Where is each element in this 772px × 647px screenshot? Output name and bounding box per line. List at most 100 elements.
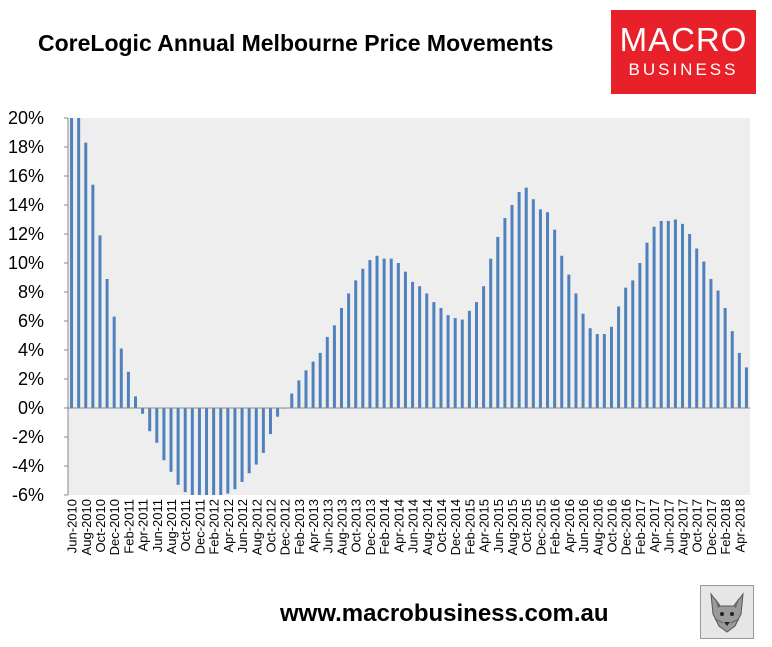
bar bbox=[659, 220, 663, 408]
website-url[interactable]: www.macrobusiness.com.au bbox=[280, 600, 609, 627]
bar bbox=[197, 408, 201, 495]
x-tick-label: Feb-2013 bbox=[292, 499, 307, 555]
y-tick-label: 4% bbox=[18, 340, 44, 360]
x-tick-label: Jun-2013 bbox=[320, 499, 335, 553]
x-tick-label: Feb-2015 bbox=[462, 499, 477, 555]
wolf-emblem bbox=[700, 585, 754, 639]
x-tick-label: Oct-2012 bbox=[263, 499, 278, 552]
x-tick-label: Jun-2012 bbox=[235, 499, 250, 553]
x-tick-label: Apr-2013 bbox=[306, 499, 321, 552]
x-tick-label: Oct-2017 bbox=[690, 499, 705, 552]
bar bbox=[560, 255, 564, 408]
x-tick-label: Aug-2016 bbox=[590, 499, 605, 555]
logo-line-2: BUSINESS bbox=[628, 60, 739, 79]
x-tick-label: Feb-2018 bbox=[718, 499, 733, 555]
y-tick-label: 14% bbox=[8, 195, 44, 215]
bar bbox=[681, 223, 685, 408]
y-tick-label: 20% bbox=[8, 108, 44, 128]
price-movement-chart: -6% -4% -2% 0% 2% 4% 6% 8% 10% 12% 14% 16% 18% 20% Jun… bbox=[8, 108, 750, 555]
x-tick-label: Apr-2015 bbox=[477, 499, 492, 552]
y-tick-label: -4% bbox=[12, 456, 44, 476]
bar bbox=[290, 393, 294, 408]
bar bbox=[119, 348, 123, 408]
bar bbox=[574, 293, 578, 408]
bar bbox=[354, 280, 358, 408]
bar bbox=[105, 278, 109, 408]
x-tick-label: Jun-2016 bbox=[576, 499, 591, 553]
bar bbox=[652, 226, 656, 408]
bar bbox=[546, 212, 550, 408]
bar bbox=[588, 328, 592, 408]
bar bbox=[737, 352, 741, 408]
bar bbox=[77, 118, 81, 408]
x-tick-label: Oct-2016 bbox=[604, 499, 619, 552]
bar bbox=[98, 235, 102, 408]
x-tick-label: Oct-2011 bbox=[178, 499, 193, 552]
x-tick-label: Dec-2011 bbox=[192, 499, 207, 554]
bar bbox=[91, 184, 95, 408]
x-tick-label: Aug-2011 bbox=[164, 499, 179, 554]
bar bbox=[368, 260, 372, 408]
bar bbox=[141, 408, 145, 414]
x-tick-label: Apr-2018 bbox=[732, 499, 747, 552]
bar bbox=[730, 331, 734, 408]
bar bbox=[602, 334, 606, 408]
y-tick-label: 0% bbox=[18, 398, 44, 418]
x-tick-label: Apr-2016 bbox=[562, 499, 577, 552]
bar bbox=[276, 408, 280, 417]
bar bbox=[389, 258, 393, 408]
bar bbox=[70, 118, 74, 408]
y-tick-label: 8% bbox=[18, 282, 44, 302]
bar bbox=[624, 287, 628, 408]
x-tick-label: Aug-2017 bbox=[676, 499, 691, 555]
bar bbox=[609, 326, 613, 408]
x-tick-label: Aug-2012 bbox=[249, 499, 264, 555]
x-tick-label: Feb-2011 bbox=[121, 499, 136, 554]
bar bbox=[325, 336, 329, 408]
bar bbox=[524, 187, 528, 408]
bar bbox=[205, 408, 209, 495]
bar bbox=[709, 278, 713, 408]
bar bbox=[474, 302, 478, 408]
wolf-head-icon bbox=[701, 586, 753, 638]
bar bbox=[666, 220, 670, 408]
bar bbox=[744, 367, 748, 408]
bar bbox=[411, 281, 415, 408]
bar bbox=[126, 371, 130, 408]
bar bbox=[418, 286, 422, 408]
bar bbox=[723, 307, 727, 408]
bar bbox=[318, 352, 322, 408]
y-tick-label: -6% bbox=[12, 485, 44, 505]
bar bbox=[425, 293, 429, 408]
bar bbox=[212, 408, 216, 495]
bar bbox=[482, 286, 486, 408]
bar bbox=[226, 408, 230, 494]
bar bbox=[403, 271, 407, 408]
bar bbox=[460, 319, 464, 408]
bar bbox=[446, 315, 450, 408]
bar bbox=[695, 248, 699, 408]
bar bbox=[702, 261, 706, 408]
y-tick-label: 6% bbox=[18, 311, 44, 331]
y-tick-label: 16% bbox=[8, 166, 44, 186]
bar bbox=[432, 302, 436, 408]
bar bbox=[162, 408, 166, 461]
x-tick-label: Apr-2012 bbox=[221, 499, 236, 552]
bar bbox=[219, 408, 223, 495]
x-tick-label: Aug-2014 bbox=[420, 499, 435, 555]
bar bbox=[581, 313, 585, 408]
plot-area bbox=[68, 118, 750, 495]
logo-line-1: MACRO bbox=[619, 21, 748, 58]
bar bbox=[453, 318, 457, 408]
bar bbox=[645, 242, 649, 408]
bar bbox=[340, 307, 344, 408]
bar bbox=[375, 255, 379, 408]
bar bbox=[169, 408, 173, 472]
bar bbox=[396, 263, 400, 408]
x-tick-label: Dec-2014 bbox=[448, 499, 463, 555]
bar bbox=[510, 205, 514, 408]
y-tick-label: 2% bbox=[18, 369, 44, 389]
bar bbox=[496, 236, 500, 408]
bar bbox=[183, 408, 187, 493]
bar bbox=[517, 191, 521, 408]
